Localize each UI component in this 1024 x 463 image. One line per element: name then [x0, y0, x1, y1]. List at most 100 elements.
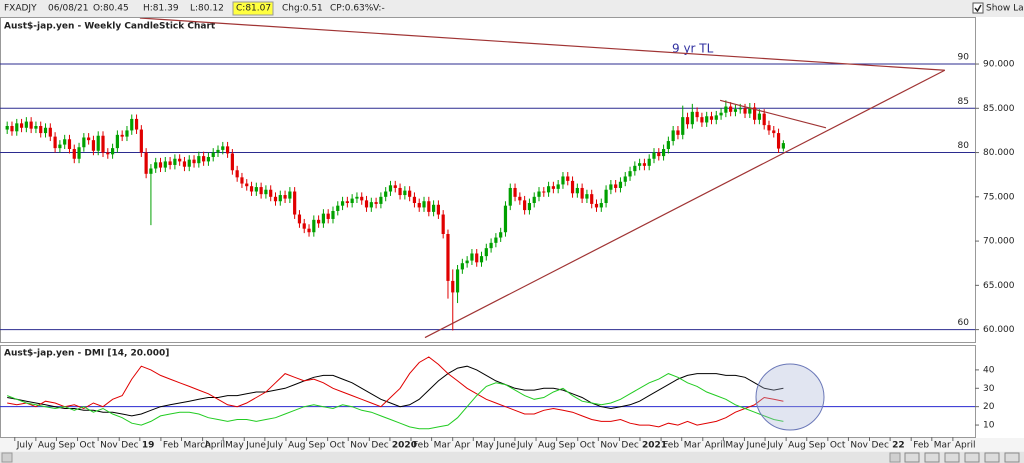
candle-body	[719, 112, 723, 116]
candle-body	[638, 163, 642, 166]
candle-body	[206, 156, 211, 162]
candle-body	[168, 161, 172, 165]
zoom-button[interactable]	[964, 452, 980, 463]
candle-body	[695, 111, 699, 118]
dmi-plot	[0, 356, 975, 430]
checkmark	[974, 4, 982, 13]
reference-label: 90	[958, 53, 970, 63]
show-last-label[interactable]: Show Last	[986, 4, 1024, 14]
zoom-button[interactable]	[924, 452, 940, 463]
candle-body	[278, 195, 282, 202]
candle-body	[690, 111, 694, 125]
candle-body	[575, 187, 579, 194]
candle-body	[393, 185, 397, 188]
candle-body	[518, 196, 522, 201]
x-tick-label: Aug	[38, 441, 56, 451]
scroll-right[interactable]	[889, 452, 901, 463]
candle-body	[216, 149, 220, 153]
x-tick-label: Oct	[330, 441, 346, 451]
x-tick-label: Nov	[350, 441, 368, 451]
candle-body	[455, 269, 460, 293]
candle-body	[130, 118, 134, 131]
candle-body	[288, 191, 292, 199]
x-tick-label: Sep	[309, 441, 326, 451]
zoom-button[interactable]	[984, 452, 1000, 463]
candle-body	[173, 158, 177, 165]
candle-body	[508, 187, 512, 206]
candle-body	[408, 190, 412, 197]
reference-label: 80	[958, 141, 970, 151]
candle-body	[235, 170, 239, 178]
candle-body	[364, 200, 369, 208]
y-tick-label: 60.000	[983, 325, 1015, 335]
candle-body	[240, 177, 244, 184]
candle-body	[192, 159, 196, 164]
candle-body	[101, 135, 105, 153]
candle-body	[647, 158, 651, 166]
candle-body	[43, 127, 48, 134]
candle-body	[15, 123, 19, 132]
x-tick-label: May	[725, 441, 744, 451]
x-tick-label: March	[184, 441, 211, 451]
y-tick-label: 70.000	[983, 237, 1015, 247]
scrollbar[interactable]	[0, 452, 1024, 463]
candle-body	[355, 196, 359, 199]
zoom-button[interactable]	[904, 452, 920, 463]
candle-body	[748, 107, 752, 114]
x-tick-label: April	[955, 441, 976, 451]
candle-body	[436, 204, 440, 215]
candle-body	[39, 126, 43, 134]
show-last-checkbox[interactable]	[972, 2, 984, 14]
main-plot-frame	[0, 17, 976, 343]
date: 06/08/21	[48, 4, 88, 14]
x-tick-label: Mar	[934, 441, 951, 451]
candle-body	[599, 203, 603, 208]
candle-body	[427, 201, 431, 212]
candle-body	[475, 253, 479, 263]
x-tick-label: June	[745, 441, 766, 451]
candle-body	[48, 127, 52, 137]
scroll-left[interactable]	[1, 452, 13, 463]
candle-body	[743, 108, 747, 114]
candle-body	[623, 176, 627, 182]
highlight-circle	[755, 363, 825, 431]
candle-body	[479, 256, 484, 263]
trendline	[719, 99, 827, 129]
candle-body	[503, 205, 508, 233]
change-field: Chg:0.51	[282, 4, 323, 14]
candle-body	[556, 184, 560, 189]
y-tick-label: 90.000	[983, 60, 1015, 70]
candle-body	[293, 191, 297, 215]
candle-body	[24, 121, 28, 128]
candle-body	[733, 109, 738, 112]
candle-body	[398, 187, 402, 196]
open-field: O:80.45	[93, 4, 129, 14]
candle-body	[661, 149, 666, 157]
candle-body	[551, 186, 555, 189]
x-tick-label: 19	[142, 441, 155, 451]
candle-body	[388, 185, 393, 192]
candle-body	[542, 191, 546, 193]
candle-body	[331, 210, 335, 219]
candle-body	[431, 204, 436, 212]
x-tick-label: July	[516, 441, 534, 451]
candle-body	[178, 158, 182, 162]
candle-body	[762, 113, 766, 126]
candle-body	[489, 242, 493, 249]
x-tick-label: June	[495, 441, 516, 451]
x-tick-label: Oct	[80, 441, 96, 451]
candle-body	[134, 118, 139, 130]
candle-body	[652, 152, 656, 159]
candle-body	[125, 130, 129, 137]
candle-body	[360, 196, 364, 201]
candle-body	[187, 159, 191, 167]
zoom-button[interactable]	[944, 452, 960, 463]
candle-body	[158, 162, 163, 168]
candle-body	[470, 253, 474, 261]
x-tick-label: Feb	[913, 441, 929, 451]
candle-body	[642, 163, 647, 166]
y-tick-label: 10	[983, 421, 995, 431]
candle-body	[182, 161, 187, 167]
zoom-button[interactable]	[1004, 452, 1020, 463]
